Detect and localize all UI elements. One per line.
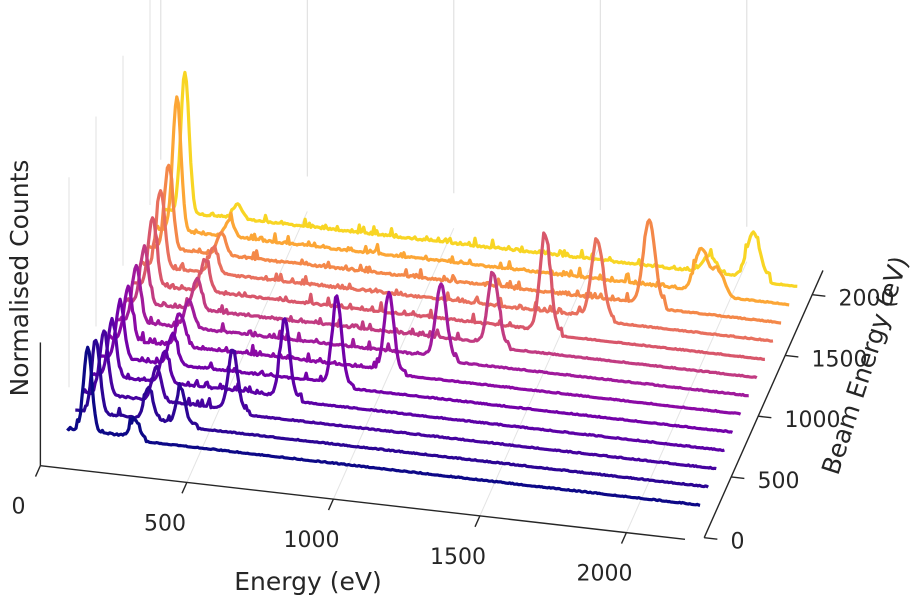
y-tick: [731, 476, 745, 480]
spectrum-line: [115, 263, 749, 398]
spectrum-line: [154, 95, 790, 307]
x-axis-line: [40, 464, 686, 541]
x-tick: [620, 532, 628, 544]
axes: 0 500 1000 1500 2000 0 500 1000 1500 2000: [12, 270, 895, 587]
grid-floor-line: [332, 227, 455, 501]
spectrum-line: [81, 329, 717, 471]
spectrum-line: [90, 316, 725, 453]
x-tick: [474, 515, 481, 528]
spectrum-line: [138, 189, 774, 343]
grid-floor-line: [478, 244, 601, 518]
x-tick-label: 500: [144, 511, 186, 536]
spectrum-line: [163, 70, 798, 288]
spectrum-line: [99, 294, 734, 434]
x-tick-label: 2000: [577, 562, 633, 587]
spectra-series: [66, 70, 798, 507]
y-tick: [758, 415, 772, 419]
y-tick-label: 0: [731, 530, 745, 555]
x-tick-label: 1500: [430, 545, 486, 570]
grid-lines: [68, 0, 748, 535]
grid-floor-line: [185, 211, 308, 484]
x-tick: [34, 465, 42, 477]
x-tick: [181, 482, 188, 494]
z-axis-title: Normalised Counts: [5, 160, 34, 397]
spectrum-line: [75, 338, 710, 489]
spectrum-line: [66, 345, 701, 507]
y-tick-label: 2000: [839, 287, 895, 312]
grid-floor-line: [625, 261, 748, 535]
y-tick: [812, 294, 826, 297]
x-tick-label: 1000: [284, 528, 340, 553]
x-tick-label: 0: [12, 495, 26, 520]
y-tick: [704, 537, 718, 540]
x-tick: [327, 498, 335, 511]
y-tick-label: 1000: [785, 408, 841, 433]
spectrum-line: [123, 244, 758, 380]
y-tick-label: 1500: [812, 347, 868, 372]
spectrum-line: [106, 284, 742, 416]
y-tick: [785, 354, 799, 358]
y-axis-line: [703, 270, 824, 538]
y-tick-label: 500: [758, 469, 800, 494]
x-axis-title: Energy (eV): [234, 567, 381, 596]
spectrum-line: [147, 163, 782, 325]
